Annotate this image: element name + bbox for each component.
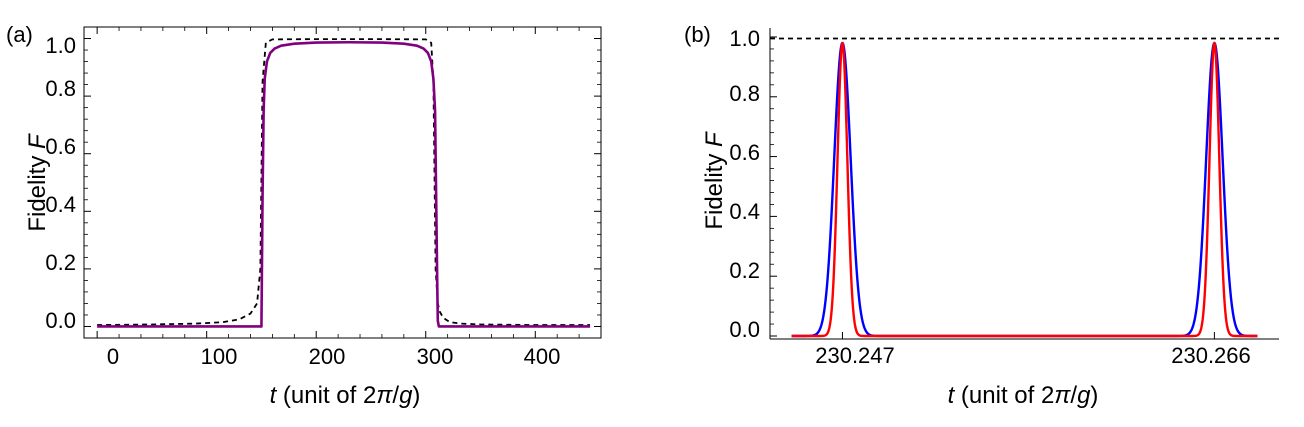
- a-xtick-label-1: 100: [201, 344, 238, 369]
- a-ytick-label-2: 0.4: [45, 192, 76, 217]
- panel-b-ticks: [770, 36, 1215, 339]
- b-xlabel-text: (unit of 2: [954, 382, 1054, 409]
- a-series-reference: [97, 38, 591, 326]
- a-xlabel: t (unit of 2π/g): [270, 382, 421, 409]
- b-ylabel: Fidelity F: [701, 131, 728, 230]
- a-xtick-label-3: 300: [417, 344, 454, 369]
- b-series-red: [790, 41, 1259, 338]
- b-xlabel-g: g: [1077, 382, 1091, 409]
- a-ylabel-var: F: [24, 133, 51, 149]
- b-xlabel: t (unit of 2π/g): [948, 382, 1099, 409]
- panel-b-axes: [769, 28, 1279, 340]
- a-ytick-label-3: 0.6: [45, 134, 76, 159]
- b-ytick-label-1: 0.2: [729, 258, 760, 283]
- panel-a-frame: [83, 26, 602, 339]
- a-series-fidelity: [97, 40, 591, 328]
- b-xlabel-pi: π: [1054, 382, 1071, 409]
- b-ytick-label-3: 0.6: [729, 140, 760, 165]
- b-xtick-label-0: 230.247: [815, 343, 895, 368]
- a-ylabel: Fidelity F: [24, 133, 51, 232]
- a-xlabel-pi: π: [376, 382, 393, 409]
- a-xlabel-var: t: [270, 382, 278, 409]
- panel-a-lines: [97, 38, 591, 328]
- b-xlabel-slash: /: [1070, 382, 1077, 409]
- a-xtick-label-2: 200: [309, 344, 346, 369]
- b-ytick-label-4: 0.8: [729, 81, 760, 106]
- a-xlabel-g: g: [399, 382, 413, 409]
- panel-a-label: (a): [6, 22, 33, 47]
- b-ytick-label-5: 1.0: [729, 26, 760, 51]
- b-ylabel-text: Fidelity: [701, 147, 728, 230]
- b-ytick-label-0: 0.0: [729, 317, 760, 342]
- b-ytick-label-2: 0.4: [729, 199, 760, 224]
- panel-b-label: (b): [684, 22, 711, 47]
- a-ylabel-text: Fidelity: [24, 149, 51, 232]
- b-xlabel-var: t: [948, 382, 956, 409]
- a-ytick-label-1: 0.2: [45, 250, 76, 275]
- b-xlabel-close: ): [1090, 382, 1098, 409]
- a-xtick-label-0: 0: [107, 344, 119, 369]
- panel-b-lines: [770, 37, 1279, 338]
- b-xtick-label-1: 230.266: [1171, 343, 1251, 368]
- a-xtick-label-4: 400: [524, 344, 561, 369]
- panel-a-ticks: [84, 27, 601, 338]
- a-xlabel-close: ): [412, 382, 420, 409]
- b-ylabel-var: F: [701, 131, 728, 147]
- a-ytick-label-4: 0.8: [45, 76, 76, 101]
- b-series-blue: [790, 41, 1259, 338]
- panel-b: (b) 0.0 0.2 0.4 0.6 0.8 1.0 230.247 230.…: [684, 22, 1279, 409]
- a-xlabel-slash: /: [392, 382, 399, 409]
- a-ytick-label-0: 0.0: [45, 308, 76, 333]
- a-xlabel-text: (unit of 2: [276, 382, 376, 409]
- a-ytick-label-5: 1.0: [45, 33, 76, 58]
- panel-a: (a) 0.0 0.2 0.4 0.6 0.8 1.0 0 100 200 30…: [6, 22, 602, 409]
